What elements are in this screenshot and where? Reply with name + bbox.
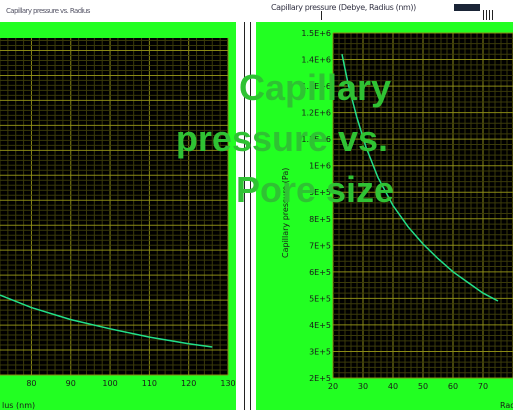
right-x-tick-label: 20 bbox=[328, 382, 338, 391]
right-window-title: Capillary pressure (Debye, Radius (nm)) bbox=[271, 3, 416, 12]
right-y-tick-label: 8E+5 bbox=[309, 215, 331, 224]
left-plot-background bbox=[0, 38, 228, 375]
right-plot: 20 30 40 50 60 70 1.5E+6 1.4E+6 1.3E+6 1.2E+6 1.1E… bbox=[301, 29, 513, 391]
left-x-tick-label: 90 bbox=[66, 379, 76, 388]
right-x-tick-label: 70 bbox=[478, 382, 488, 391]
right-x-tick-label: 30 bbox=[358, 382, 368, 391]
right-x-tick-label: 40 bbox=[388, 382, 398, 391]
overlay-line-3: Pore size bbox=[236, 169, 394, 210]
overlay-line-1: Capillary bbox=[239, 67, 391, 108]
left-x-tick-label: 130 bbox=[220, 379, 235, 388]
right-y-tick-label: 2E+5 bbox=[309, 374, 331, 383]
toolbar-icon bbox=[483, 10, 495, 20]
left-x-tick-label: 80 bbox=[26, 379, 36, 388]
right-y-tick-label: 5E+5 bbox=[309, 294, 331, 303]
right-y-tick-label: 1.5E+6 bbox=[301, 29, 331, 38]
right-y-tick-label: 7E+5 bbox=[309, 241, 331, 250]
right-x-tick-label: 60 bbox=[448, 382, 458, 391]
right-y-tick-label: 3E+5 bbox=[309, 347, 331, 356]
right-y-tick-label: 1.1E+6 bbox=[301, 135, 331, 144]
left-x-tick-label: 100 bbox=[102, 379, 117, 388]
split-line bbox=[244, 22, 245, 410]
right-y-tick-label: 9E+5 bbox=[309, 188, 331, 197]
cursor-marker bbox=[321, 11, 322, 20]
left-window-title: Capillary pressure vs. Radius bbox=[6, 7, 90, 15]
left-x-axis-title: lus (nm) bbox=[2, 401, 35, 410]
left-plot: 80 90 100 110 120 130 bbox=[0, 38, 236, 388]
right-x-axis-title: Rad bbox=[500, 401, 513, 410]
window-title-bar: Capillary pressure vs. Radius Capillary … bbox=[0, 0, 513, 22]
right-y-tick-label: 6E+5 bbox=[309, 268, 331, 277]
right-y-tick-label: 1.3E+6 bbox=[301, 82, 331, 91]
title-bar-button[interactable] bbox=[454, 4, 480, 11]
split-line bbox=[250, 22, 251, 410]
right-y-tick-label: 4E+5 bbox=[309, 321, 331, 330]
left-x-tick-label: 120 bbox=[181, 379, 196, 388]
right-y-tick-label: 1.2E+6 bbox=[301, 109, 331, 118]
right-x-tick-label: 50 bbox=[418, 382, 428, 391]
overlay-caption: Capillary pressure vs. Pore size bbox=[176, 67, 394, 210]
left-series-line bbox=[0, 294, 213, 348]
right-y-tick-label: 1.4E+6 bbox=[301, 56, 331, 65]
right-series-line bbox=[341, 54, 499, 302]
left-x-tick-label: 110 bbox=[142, 379, 157, 388]
right-y-tick-label: 1E+6 bbox=[309, 162, 331, 171]
right-y-axis-title: Capillary pressure (Pa) bbox=[281, 168, 290, 258]
overlay-line-2: pressure vs. bbox=[176, 118, 388, 159]
